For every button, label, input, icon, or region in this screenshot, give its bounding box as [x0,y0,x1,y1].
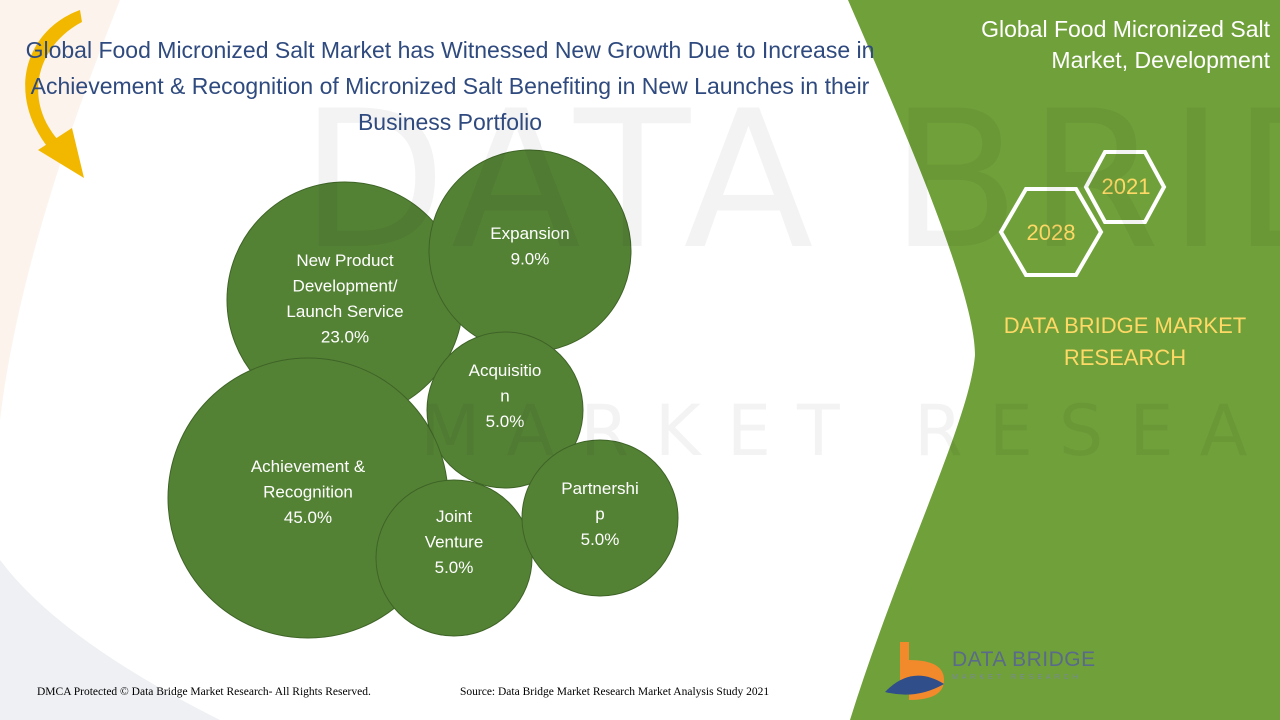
bubble-label-5: Partnershi p 5.0% [561,479,638,549]
right-panel-background [848,0,1280,720]
bubble-chart: New Product Development/Launch Service 23.… [167,149,679,639]
bubble-4 [375,479,533,637]
hexagon-icon [1083,150,1167,224]
hexagon-icon [998,187,1104,277]
source-note: Source: Data Bridge Market Research Mark… [460,686,770,698]
logo-tagline: MARKET RESEARCH [952,674,1082,681]
side-panel-title: Global Food Micronized Salt Market, Deve… [981,16,1270,73]
bubble-5 [521,439,679,597]
bubble-label-1: Expansion 9.0% [490,224,569,269]
curved-arrow-icon [25,10,84,178]
copyright-notice: DMCA Protected © Data Bridge Market Rese… [37,686,371,698]
bubble-label-3: Achievement & Recognition 45.0% [251,457,366,527]
brand-name: DATA BRIDGE MARKET RESEARCH [1003,313,1247,370]
bubble-label-4: Joint Venture 5.0% [425,507,484,577]
page-title: Global Food Micronized Salt Market has W… [25,37,875,135]
bubble-label-0: New Product Development/Launch Service 23.… [286,251,403,347]
bottom-decor-swoosh [0,560,220,720]
hexagon-badges: 2021 2028 [998,150,1167,277]
badge-year-2028: 2028 [1027,220,1076,245]
logo-mark-icon [885,642,944,700]
bubble-label-2: Acquisitio n 5.0% [469,361,542,431]
logo-name: DATA BRIDGE [952,648,1096,671]
bubble-2 [426,331,584,489]
badge-year-2021: 2021 [1102,174,1151,199]
